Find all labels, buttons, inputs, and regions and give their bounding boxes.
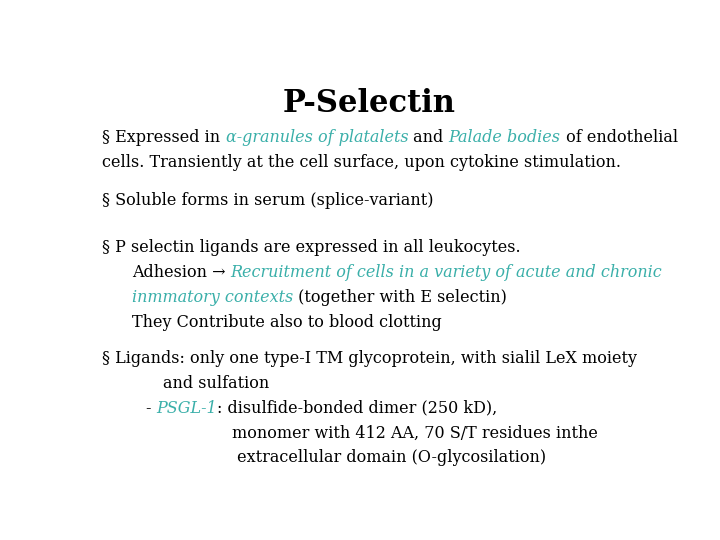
Text: § Soluble forms in serum (splice-variant): § Soluble forms in serum (splice-variant… (102, 192, 433, 208)
Text: extracellular domain (O-glycosilation): extracellular domain (O-glycosilation) (233, 449, 546, 467)
Text: monomer with 412 AA, 70 S/T residues inthe: monomer with 412 AA, 70 S/T residues int… (233, 424, 598, 442)
Text: Recruitment of cells in a variety of acute and chronic: Recruitment of cells in a variety of acu… (230, 265, 662, 281)
Text: : disulfide-bonded dimer (250 kD),: : disulfide-bonded dimer (250 kD), (217, 400, 498, 416)
Text: They Contribute also to blood clotting: They Contribute also to blood clotting (132, 314, 441, 331)
Text: inmmatory contexts: inmmatory contexts (132, 289, 293, 306)
Text: Palade bodies: Palade bodies (449, 129, 561, 146)
Text: cells. Transiently at the cell surface, upon cytokine stimulation.: cells. Transiently at the cell surface, … (102, 154, 621, 171)
Text: of endothelial: of endothelial (561, 129, 678, 146)
Text: PSGL-1: PSGL-1 (156, 400, 217, 416)
Text: and sulfation: and sulfation (163, 375, 269, 392)
Text: α-granules of platalets: α-granules of platalets (225, 129, 408, 146)
Text: -: - (145, 400, 156, 416)
Text: and: and (408, 129, 449, 146)
Text: § Expressed in: § Expressed in (102, 129, 225, 146)
Text: (together with E selectin): (together with E selectin) (293, 289, 507, 306)
Text: P-Selectin: P-Selectin (282, 87, 456, 119)
Text: § P selectin ligands are expressed in all leukocytes.: § P selectin ligands are expressed in al… (102, 239, 521, 256)
Text: Adhesion →: Adhesion → (132, 265, 230, 281)
Text: § Ligands: only one type-I TM glycoprotein, with sialil LeX moiety: § Ligands: only one type-I TM glycoprote… (102, 349, 637, 367)
